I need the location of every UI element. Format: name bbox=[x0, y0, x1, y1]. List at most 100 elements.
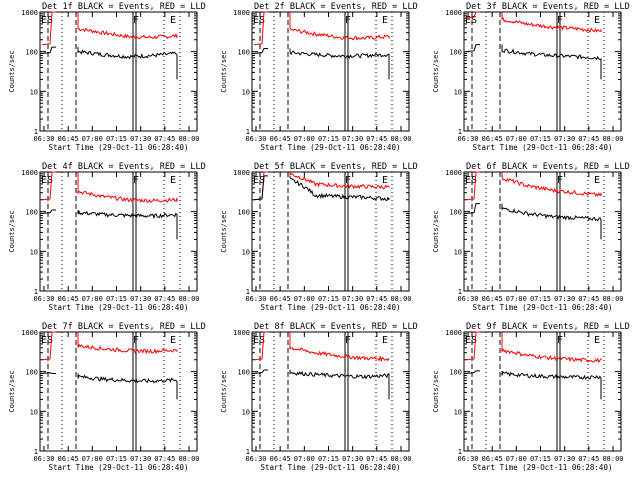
marker-label: F bbox=[133, 175, 139, 186]
marker-label: F bbox=[133, 15, 139, 26]
plot-frame bbox=[463, 171, 622, 292]
series-lld-start bbox=[465, 171, 480, 201]
x-tick-label: 08:00 bbox=[390, 455, 411, 463]
marker-label: E bbox=[594, 15, 600, 26]
series-events-line bbox=[77, 47, 178, 80]
marker-label: ES bbox=[41, 335, 53, 346]
y-tick-label: 10 bbox=[242, 88, 250, 96]
series-lld-line bbox=[289, 12, 390, 41]
series-lld-start bbox=[41, 171, 56, 201]
x-tick-label: 07:30 bbox=[554, 455, 575, 463]
series-lld-line bbox=[501, 12, 602, 33]
x-tick-label: 07:45 bbox=[366, 135, 387, 143]
x-tick-label: 08:00 bbox=[178, 135, 199, 143]
chart-title: Det 2f BLACK = Events, RED = LLD bbox=[254, 2, 418, 12]
series-events-start bbox=[253, 369, 268, 374]
x-tick-label: 06:45 bbox=[58, 295, 79, 303]
y-axis-label: Counts/sec bbox=[432, 210, 440, 252]
x-tick-label: 06:45 bbox=[482, 455, 503, 463]
x-axis-label: Start Time (29-Oct-11 06:28:40) bbox=[49, 463, 189, 472]
x-tick-label: 06:30 bbox=[245, 455, 266, 463]
chart-panel-1: Det 1f BLACK = Events, RED = LLD Counts/s… bbox=[8, 2, 206, 152]
x-tick-label: 08:00 bbox=[390, 135, 411, 143]
marker-label: ES bbox=[41, 175, 53, 186]
y-tick-label: 1 bbox=[246, 128, 250, 136]
x-tick-label: 08:00 bbox=[390, 295, 411, 303]
chart-panel-6: Det 6f BLACK = Events, RED = LLD Counts/s… bbox=[432, 162, 630, 312]
x-tick-label: 07:30 bbox=[130, 455, 151, 463]
marker-label: ES bbox=[465, 15, 477, 26]
x-axis-label: Start Time (29-Oct-11 06:28:40) bbox=[49, 303, 189, 312]
series-events-start bbox=[41, 209, 56, 214]
x-tick-label: 07:45 bbox=[366, 295, 387, 303]
x-tick-label: 07:45 bbox=[154, 135, 175, 143]
series-lld-line bbox=[289, 332, 390, 363]
chart-title: Det 6f BLACK = Events, RED = LLD bbox=[466, 162, 630, 172]
series-events-line bbox=[289, 48, 390, 80]
x-tick-label: 07:45 bbox=[154, 295, 175, 303]
y-tick-label: 1 bbox=[458, 288, 462, 296]
x-tick-label: 07:00 bbox=[506, 135, 527, 143]
marker-label: E bbox=[170, 15, 176, 26]
series-events-start bbox=[465, 44, 480, 53]
series-lld-start bbox=[465, 11, 480, 19]
x-axis-label: Start Time (29-Oct-11 06:28:40) bbox=[261, 303, 401, 312]
x-tick-label: 06:45 bbox=[270, 295, 291, 303]
y-tick-label: 1000 bbox=[233, 169, 250, 177]
y-tick-label: 100 bbox=[237, 369, 250, 377]
series-lld-line bbox=[77, 332, 178, 355]
y-axis-label: Counts/sec bbox=[220, 50, 228, 92]
y-axis-label: Counts/sec bbox=[432, 370, 440, 412]
y-tick-label: 1000 bbox=[21, 329, 38, 337]
series-events-line bbox=[501, 370, 602, 400]
y-axis-label: Counts/sec bbox=[220, 210, 228, 252]
x-tick-label: 07:15 bbox=[106, 135, 127, 143]
x-tick-label: 08:00 bbox=[602, 135, 623, 143]
y-tick-label: 1 bbox=[458, 128, 462, 136]
x-tick-label: 06:30 bbox=[457, 135, 478, 143]
x-tick-label: 08:00 bbox=[602, 295, 623, 303]
x-tick-label: 07:45 bbox=[154, 455, 175, 463]
series-events-start bbox=[253, 175, 268, 201]
chart-panel-4: Det 4f BLACK = Events, RED = LLD Counts/s… bbox=[8, 162, 206, 312]
marker-label: F bbox=[557, 335, 563, 346]
series-events-line bbox=[77, 373, 178, 400]
chart-panel-2: Det 2f BLACK = Events, RED = LLD Counts/s… bbox=[220, 2, 418, 152]
x-tick-label: 07:15 bbox=[530, 135, 551, 143]
series-lld-start bbox=[41, 331, 56, 361]
chart-panel-3: Det 3f BLACK = Events, RED = LLD Counts/s… bbox=[432, 2, 630, 152]
x-tick-label: 06:30 bbox=[245, 135, 266, 143]
series-events-line bbox=[77, 209, 178, 240]
series-events-start bbox=[465, 370, 480, 374]
plot-frame bbox=[251, 171, 410, 292]
x-tick-label: 07:30 bbox=[342, 295, 363, 303]
y-tick-label: 1000 bbox=[21, 9, 38, 17]
x-axis-label: Start Time (29-Oct-11 06:28:40) bbox=[473, 303, 613, 312]
x-tick-label: 06:30 bbox=[33, 455, 54, 463]
y-tick-label: 1 bbox=[246, 448, 250, 456]
marker-label: ES bbox=[41, 15, 53, 26]
marker-label: F bbox=[345, 15, 351, 26]
series-lld-start bbox=[465, 331, 480, 361]
x-axis-label: Start Time (29-Oct-11 06:28:40) bbox=[49, 143, 189, 152]
x-tick-label: 06:45 bbox=[482, 295, 503, 303]
y-tick-label: 1000 bbox=[445, 9, 462, 17]
y-tick-label: 1 bbox=[34, 448, 38, 456]
x-tick-label: 07:00 bbox=[294, 135, 315, 143]
series-events-line bbox=[289, 175, 390, 202]
y-tick-label: 10 bbox=[242, 408, 250, 416]
marker-label: ES bbox=[465, 175, 477, 186]
x-tick-label: 06:30 bbox=[245, 295, 266, 303]
y-tick-label: 100 bbox=[25, 209, 38, 217]
marker-label: E bbox=[382, 15, 388, 26]
marker-label: ES bbox=[253, 15, 265, 26]
y-tick-label: 100 bbox=[449, 49, 462, 57]
marker-label: ES bbox=[465, 335, 477, 346]
x-tick-label: 07:45 bbox=[578, 455, 599, 463]
y-tick-label: 1000 bbox=[21, 169, 38, 177]
chart-panel-7: Det 7f BLACK = Events, RED = LLD Counts/s… bbox=[8, 322, 206, 472]
y-tick-label: 10 bbox=[30, 408, 38, 416]
x-axis-label: Start Time (29-Oct-11 06:28:40) bbox=[261, 463, 401, 472]
marker-label: ES bbox=[253, 335, 265, 346]
series-lld-line bbox=[289, 172, 390, 190]
